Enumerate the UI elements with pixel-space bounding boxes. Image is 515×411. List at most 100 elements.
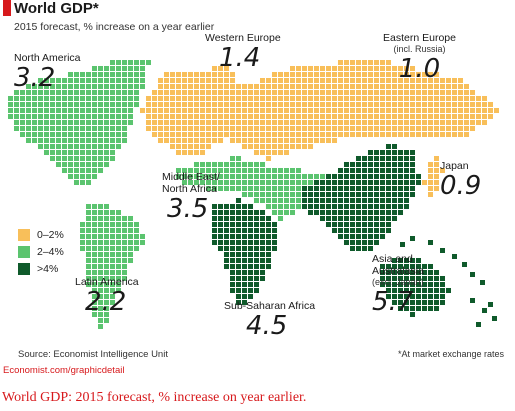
map-cell-mid <box>140 234 145 239</box>
map-cell-low <box>182 132 187 137</box>
map-cell-high <box>386 168 391 173</box>
map-cell-high <box>362 162 367 167</box>
map-cell-mid <box>116 144 121 149</box>
map-cell-high <box>374 198 379 203</box>
map-cell-low <box>464 126 469 131</box>
map-cell-low <box>260 138 265 143</box>
map-cell-mid <box>104 90 109 95</box>
map-cell-mid <box>284 174 289 179</box>
map-cell-mid <box>284 192 289 197</box>
map-cell-mid <box>110 102 115 107</box>
map-cell-low <box>296 108 301 113</box>
map-cell-high <box>400 242 405 247</box>
map-cell-low <box>260 120 265 125</box>
map-cell-mid <box>50 150 55 155</box>
map-cell-mid <box>254 192 259 197</box>
map-cell-mid <box>26 96 31 101</box>
map-cell-high <box>230 216 235 221</box>
map-cell-mid <box>86 204 91 209</box>
map-cell-high <box>398 288 403 293</box>
map-cell-high <box>344 216 349 221</box>
map-cell-mid <box>98 324 103 329</box>
map-cell-low <box>218 138 223 143</box>
map-cell-low <box>386 72 391 77</box>
region-name: North America <box>14 52 81 64</box>
map-cell-low <box>452 108 457 113</box>
map-cell-low <box>362 120 367 125</box>
map-cell-low <box>218 126 223 131</box>
map-cell-low <box>248 114 253 119</box>
map-cell-low <box>422 132 427 137</box>
map-cell-low <box>188 120 193 125</box>
map-cell-mid <box>98 300 103 305</box>
map-cell-low <box>254 96 259 101</box>
credit-link[interactable]: Economist.com/graphicdetail <box>3 365 125 376</box>
map-cell-low <box>338 72 343 77</box>
map-cell-high <box>410 294 415 299</box>
map-cell-high <box>260 264 265 269</box>
map-cell-low <box>368 132 373 137</box>
map-cell-mid <box>104 222 109 227</box>
map-cell-high <box>344 192 349 197</box>
map-cell-low <box>278 90 283 95</box>
map-cell-low <box>284 84 289 89</box>
map-cell-low <box>182 126 187 131</box>
map-cell-mid <box>248 180 253 185</box>
map-cell-mid <box>26 132 31 137</box>
map-cell-low <box>392 126 397 131</box>
map-cell-low <box>248 90 253 95</box>
map-cell-low <box>224 66 229 71</box>
map-cell-low <box>206 132 211 137</box>
map-cell-low <box>320 96 325 101</box>
map-cell-low <box>272 120 277 125</box>
map-cell-mid <box>278 180 283 185</box>
map-cell-high <box>344 162 349 167</box>
map-cell-low <box>248 108 253 113</box>
map-cell-high <box>254 270 259 275</box>
map-cell-high <box>254 258 259 263</box>
map-cell-low <box>260 126 265 131</box>
map-cell-mid <box>44 102 49 107</box>
map-cell-mid <box>80 120 85 125</box>
map-cell-low <box>398 90 403 95</box>
map-cell-low <box>182 114 187 119</box>
map-cell-low <box>302 84 307 89</box>
map-cells <box>8 60 499 329</box>
map-cell-high <box>332 198 337 203</box>
map-cell-mid <box>206 168 211 173</box>
map-cell-low <box>326 66 331 71</box>
map-cell-low <box>278 132 283 137</box>
map-cell-mid <box>314 174 319 179</box>
map-cell-high <box>398 270 403 275</box>
map-cell-high <box>398 276 403 281</box>
map-cell-low <box>368 66 373 71</box>
map-cell-low <box>242 90 247 95</box>
map-cell-mid <box>8 114 13 119</box>
map-cell-low <box>218 84 223 89</box>
map-cell-mid <box>98 84 103 89</box>
map-cell-mid <box>260 168 265 173</box>
map-cell-low <box>260 102 265 107</box>
map-cell-high <box>410 236 415 241</box>
map-cell-mid <box>44 90 49 95</box>
map-cell-high <box>230 234 235 239</box>
map-cell-low <box>272 78 277 83</box>
map-cell-mid <box>140 60 145 65</box>
map-cell-mid <box>122 72 127 77</box>
region-name: Eastern Europe <box>383 32 456 44</box>
map-cell-low <box>152 90 157 95</box>
map-cell-mid <box>44 120 49 125</box>
map-cell-low <box>320 72 325 77</box>
map-cell-high <box>326 216 331 221</box>
map-cell-mid <box>98 90 103 95</box>
map-cell-mid <box>110 84 115 89</box>
map-cell-low <box>182 78 187 83</box>
map-cell-mid <box>14 102 19 107</box>
map-cell-mid <box>38 144 43 149</box>
map-cell-mid <box>68 96 73 101</box>
map-cell-mid <box>80 168 85 173</box>
map-cell-low <box>410 114 415 119</box>
map-cell-low <box>332 138 337 143</box>
map-cell-high <box>344 186 349 191</box>
map-cell-low <box>260 144 265 149</box>
